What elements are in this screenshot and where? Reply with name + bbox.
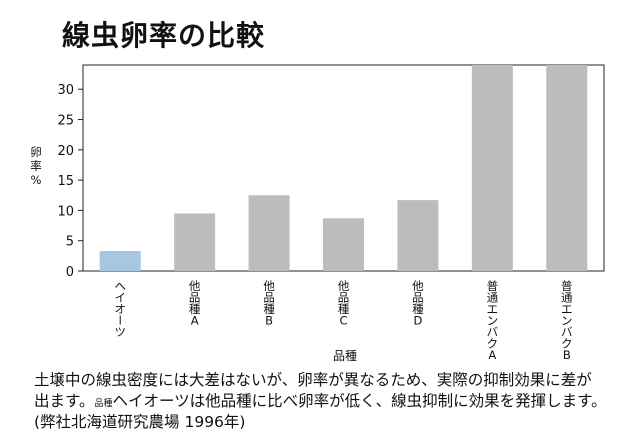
caption-line-2-small: 品種 (94, 399, 113, 409)
y-tick-label: 0 (66, 265, 74, 280)
chart-title: 線虫卵率の比較 (62, 19, 266, 52)
bar (397, 200, 439, 271)
bar (546, 65, 588, 271)
bar (99, 251, 141, 271)
svg-text:品: 品 (338, 291, 350, 305)
svg-text:通: 通 (487, 291, 499, 305)
svg-text:品: 品 (189, 291, 201, 305)
y-tick-label: 15 (57, 174, 74, 189)
svg-text:ツ: ツ (114, 325, 126, 339)
svg-text:バ: バ (561, 325, 573, 339)
y-axis-label: 卵率% (30, 145, 42, 187)
svg-text:他: 他 (412, 279, 424, 293)
svg-text:卵: 卵 (30, 145, 42, 159)
y-tick-label: 25 (57, 114, 74, 129)
caption-line-3: (弊社北海道研究農場 1996年) (34, 413, 246, 431)
y-tick-label: 10 (57, 204, 74, 219)
svg-text:種: 種 (338, 302, 350, 316)
svg-text:率: 率 (30, 159, 42, 173)
svg-text:種: 種 (412, 302, 424, 316)
caption-line-2: 出ます。品種ヘイオーツは他品種に比べ卵率が低く、線虫抑制に効果を発揮します。 (34, 391, 630, 415)
bar (174, 213, 216, 271)
y-tick-label: 30 (57, 83, 74, 98)
svg-text:品: 品 (412, 291, 424, 305)
svg-text:他: 他 (263, 279, 275, 293)
svg-text:他: 他 (338, 279, 350, 293)
svg-text:ヘ: ヘ (114, 279, 126, 293)
svg-text:他: 他 (189, 279, 201, 293)
bar (471, 65, 513, 271)
svg-text:ン: ン (561, 314, 573, 328)
svg-text:ク: ク (561, 337, 573, 351)
svg-text:A: A (191, 314, 199, 328)
svg-text:ク: ク (487, 337, 499, 351)
svg-text:D: D (413, 314, 422, 328)
svg-text:ン: ン (487, 314, 499, 328)
svg-text:品: 品 (263, 291, 275, 305)
bar (323, 218, 364, 271)
svg-text:種: 種 (189, 302, 201, 316)
svg-text:バ: バ (487, 325, 499, 339)
caption-line-1: 土壌中の線虫密度には大差はないが、卵率が異なるため、実際の抑制効果に差が (34, 371, 592, 389)
svg-text:オ: オ (114, 302, 126, 316)
y-tick-label: 20 (57, 144, 74, 159)
svg-text:B: B (265, 314, 273, 328)
svg-text:普: 普 (561, 279, 573, 293)
svg-text:B: B (563, 348, 571, 362)
caption-line-2-end: ヘイオーツは他品種に比べ卵率が低く、線虫抑制に効果を発揮します。 (112, 392, 607, 410)
svg-text:通: 通 (561, 291, 573, 305)
svg-text:イ: イ (114, 291, 126, 305)
svg-text:%: % (31, 173, 42, 187)
svg-text:A: A (488, 348, 496, 362)
svg-text:エ: エ (487, 302, 499, 316)
svg-text:普: 普 (487, 279, 499, 293)
bar (248, 195, 290, 271)
y-tick-label: 5 (66, 235, 74, 250)
caption-line-2-start: 出ます。 (34, 392, 95, 410)
svg-text:C: C (339, 314, 347, 328)
svg-text:エ: エ (561, 302, 573, 316)
x-axis-label: 品種 (333, 349, 357, 363)
svg-text:種: 種 (263, 302, 275, 316)
